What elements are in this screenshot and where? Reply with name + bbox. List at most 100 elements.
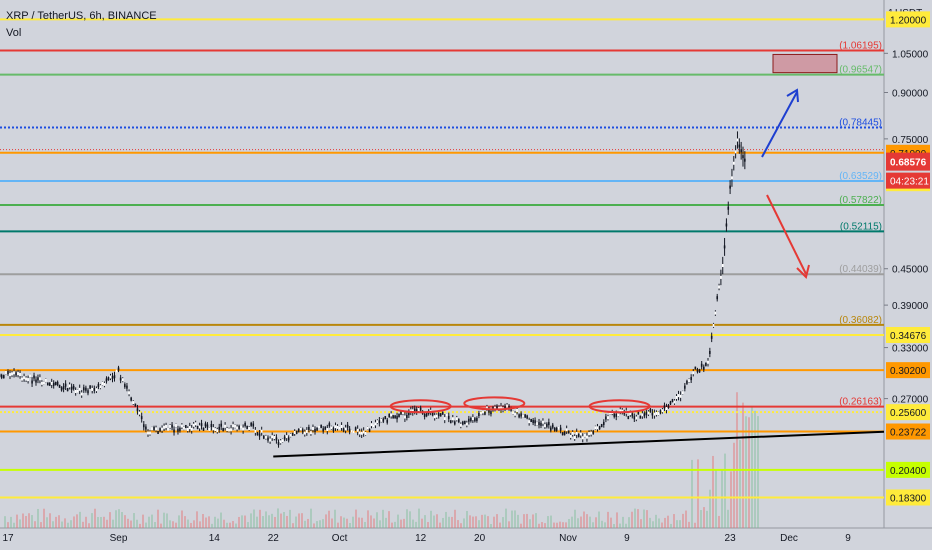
volume-bar (355, 509, 357, 528)
volume-bar (340, 516, 342, 528)
candle-body (101, 381, 104, 385)
candle-body (464, 420, 466, 424)
price-label-box (886, 489, 930, 506)
volume-bar (109, 512, 111, 528)
candle-body (725, 223, 728, 227)
up-arrow-shaft (761, 91, 798, 158)
candle-body (27, 378, 29, 382)
volume-bar (277, 508, 279, 528)
candle-body (598, 426, 601, 430)
candle-body (609, 411, 611, 415)
candle-body (653, 412, 656, 416)
volume-bar (115, 510, 117, 528)
volume-bar (73, 516, 75, 528)
volume-bar (259, 509, 261, 528)
candle-body (269, 438, 271, 442)
candle-body (540, 422, 542, 426)
volume-bar (232, 521, 234, 528)
candle-body (613, 413, 616, 417)
volume-bar (55, 516, 57, 528)
candle-body (126, 385, 128, 389)
candle-body (314, 428, 316, 432)
volume-bar (214, 516, 216, 528)
candle-body (244, 422, 246, 426)
candle-body (617, 413, 620, 417)
volume-bar (445, 511, 447, 528)
volume-bar (415, 521, 417, 528)
volume-bar (106, 519, 108, 528)
candle-body (411, 409, 414, 413)
candle-body (700, 363, 703, 367)
volume-bar (673, 514, 675, 528)
volume-bar (196, 511, 198, 528)
candle-body (242, 427, 244, 431)
candle-body (413, 408, 416, 412)
candle-body (175, 424, 177, 428)
volume-bar (163, 512, 165, 528)
volume-bar (202, 514, 204, 528)
candle-body (716, 296, 719, 300)
time-tick-label: Dec (780, 533, 798, 544)
candle-body (109, 375, 112, 379)
candle-body (7, 370, 9, 374)
candle-body (364, 431, 367, 435)
candle-body (458, 419, 460, 423)
volume-bar (598, 511, 600, 528)
volume-bar (10, 516, 12, 528)
candle-body (70, 386, 73, 390)
volume-bar (433, 515, 435, 528)
candle-body (396, 416, 398, 420)
volume-bar (523, 514, 525, 528)
candle-body (522, 414, 524, 418)
candle-body (470, 418, 472, 422)
volume-bar (247, 522, 249, 528)
volume-bar (514, 510, 516, 528)
volume-bar (616, 512, 618, 528)
candle-body (287, 437, 290, 441)
volume-bar (34, 521, 36, 528)
candle-body (226, 428, 228, 432)
candle-body (281, 439, 284, 443)
candle-body (390, 413, 392, 417)
volume-bar (358, 517, 360, 528)
candle-body (643, 413, 646, 417)
volume-bar (745, 416, 747, 528)
candle-body (649, 408, 652, 412)
candle-body (480, 411, 482, 415)
candle-body (342, 428, 345, 432)
candle-body (340, 424, 343, 428)
volume-bar (625, 523, 627, 528)
candle-body (238, 425, 240, 429)
candle-body (577, 433, 580, 437)
candle-body (647, 411, 650, 415)
volume-bar (658, 518, 660, 528)
candle-body (627, 416, 630, 420)
candle-body (557, 426, 560, 430)
volume-bar (160, 523, 162, 528)
candle-body (352, 430, 355, 434)
volume-bar (517, 514, 519, 528)
candle-body (46, 382, 49, 386)
candle-body (275, 437, 278, 441)
target-zone (772, 53, 838, 74)
candle-body (159, 428, 161, 432)
candle-body (466, 422, 468, 426)
candle-body (306, 429, 308, 433)
price-tick-label: 1.05000 (892, 49, 929, 60)
volume-bar (646, 510, 648, 528)
candle-body (561, 432, 564, 436)
volume-bar (700, 510, 702, 528)
volume-bar (451, 516, 453, 528)
candle-body (222, 428, 224, 432)
candle-body (279, 440, 282, 444)
volume-bar (244, 515, 246, 528)
volume-bar (187, 519, 189, 528)
candle-body (338, 426, 341, 430)
volume-bar (568, 519, 570, 528)
candle-body (453, 421, 456, 425)
candle-body (74, 390, 77, 394)
volume-bar (715, 469, 717, 528)
candle-body (553, 427, 556, 431)
candle-body (415, 409, 418, 413)
